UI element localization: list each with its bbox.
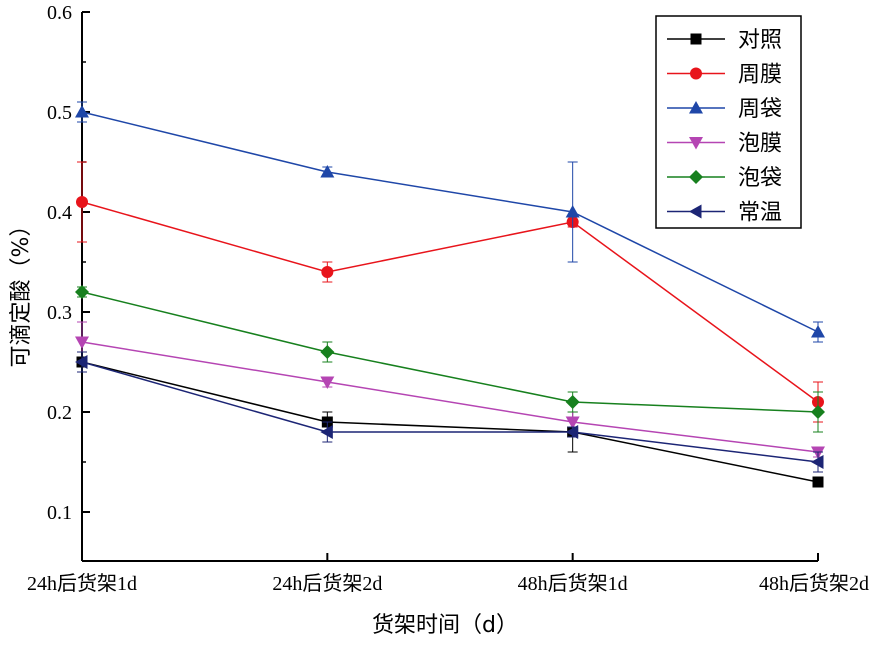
series-line <box>81 201 819 403</box>
legend-label: 泡膜 <box>738 132 782 157</box>
series-3 <box>75 101 825 343</box>
series-5 <box>75 285 825 433</box>
legend-item: 对照 <box>667 28 782 53</box>
marker-triangle-left <box>320 425 333 439</box>
y-tick-label: 0.2 <box>47 402 72 424</box>
series-line <box>81 361 819 483</box>
marker-triangle-down <box>565 416 580 429</box>
marker-circle <box>76 196 88 208</box>
y-ticks: 0.1 0.2 0.3 0.4 0.5 0.6 <box>47 2 90 524</box>
legend-label: 周膜 <box>738 63 782 88</box>
legend-item: 泡袋 <box>667 166 782 191</box>
marker-triangle-up <box>75 105 89 118</box>
series-6 <box>75 351 824 473</box>
series-1 <box>76 356 824 488</box>
legend-box <box>655 15 802 229</box>
series-2 <box>76 161 824 423</box>
marker-triangle-left <box>689 204 702 219</box>
series-line <box>81 361 819 463</box>
legend-label: 泡袋 <box>738 166 782 191</box>
y-tick-label: 0.6 <box>47 2 72 24</box>
marker-diamond <box>689 170 703 184</box>
marker-triangle-left <box>565 425 579 439</box>
legend-item: 周袋 <box>667 97 782 122</box>
marker-triangle-down <box>689 137 703 150</box>
y-tick-label: 0.3 <box>47 302 72 324</box>
marker-diamond <box>75 285 89 299</box>
y-tick-label: 0.1 <box>47 502 72 524</box>
series-4 <box>75 321 825 459</box>
x-tick-label: 48h后货架2d <box>759 572 869 595</box>
y-axis-title: 可滴定酸（%） <box>9 215 34 368</box>
x-axis-title: 货架时间（d） <box>372 613 518 638</box>
marker-circle <box>321 266 334 278</box>
x-ticks: 24h后货架1d 24h后货架2d 48h后货架1d 48h后货架2d <box>27 553 869 595</box>
marker-triangle-up <box>689 101 703 114</box>
marker-triangle-down <box>75 336 89 349</box>
y-tick-label: 0.5 <box>47 102 72 124</box>
x-tick-label: 24h后货架2d <box>272 572 382 595</box>
marker-diamond <box>811 405 825 419</box>
y-tick-label: 0.4 <box>47 202 72 224</box>
marker-diamond <box>565 395 580 409</box>
plot-area: 0.1 0.2 0.3 0.4 0.5 0.6 24h后货架1d 24h后货架2d 48h后货… <box>27 2 869 595</box>
legend-label: 对照 <box>738 28 782 53</box>
legend-item: 泡膜 <box>667 132 782 157</box>
series-line <box>81 111 819 333</box>
series-line <box>81 291 819 413</box>
legend-item: 周膜 <box>667 63 782 88</box>
marker-square <box>690 33 702 45</box>
marker-triangle-left <box>75 355 88 369</box>
legend-label: 周袋 <box>738 97 782 122</box>
marker-diamond <box>320 345 335 359</box>
x-tick-label: 24h后货架1d <box>27 572 137 595</box>
marker-circle <box>690 67 702 80</box>
x-tick-label: 48h后货架1d <box>518 572 628 595</box>
legend-label: 常温 <box>738 201 782 226</box>
marker-square <box>812 476 824 488</box>
marker-triangle-up <box>811 325 825 338</box>
series-line <box>81 341 819 453</box>
marker-triangle-up <box>320 165 335 178</box>
legend-item: 常温 <box>667 201 782 226</box>
marker-triangle-up <box>565 205 580 218</box>
marker-triangle-left <box>811 455 824 469</box>
series-layer <box>75 101 825 488</box>
marker-triangle-down <box>320 376 335 389</box>
